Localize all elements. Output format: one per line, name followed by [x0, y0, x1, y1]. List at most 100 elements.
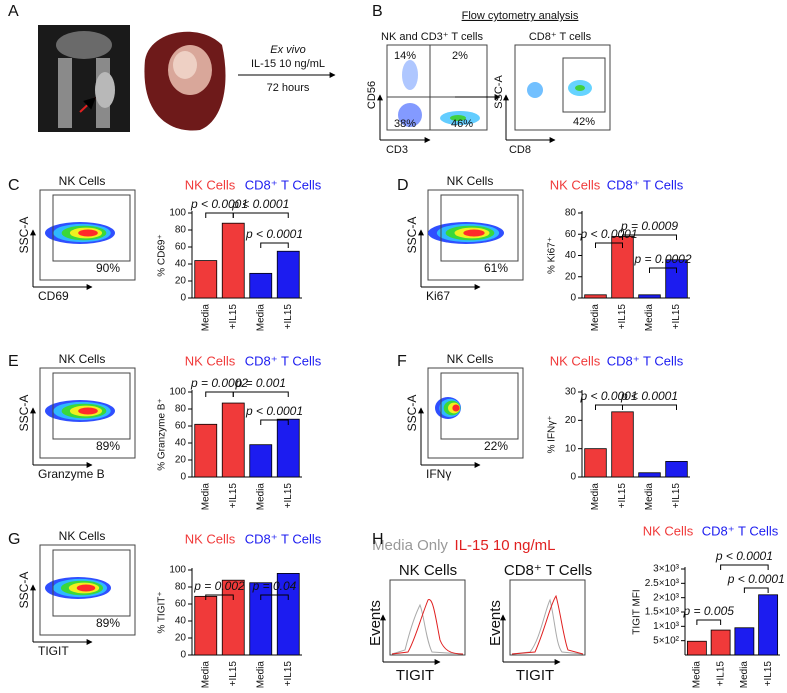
bracket: [720, 564, 769, 570]
y-tick-label: 1×10³: [653, 621, 680, 632]
x-tick-label: +IL15: [763, 661, 774, 687]
axis-label: TIGIT: [516, 667, 554, 684]
plot-title: NK Cells: [399, 562, 457, 579]
bar: [276, 418, 300, 478]
y-axis-label: % IFNγ⁺: [547, 415, 558, 453]
bar: [638, 472, 661, 478]
bracket: [743, 587, 769, 593]
x-tick-label: Media: [692, 661, 703, 689]
annotation: p = 0.001: [235, 376, 286, 390]
y-tick-label: 100: [169, 208, 186, 219]
x-tick-label: Media: [644, 483, 655, 511]
x-tick-label: Media: [200, 483, 211, 511]
density: [452, 404, 460, 412]
plot-frame: [39, 544, 136, 636]
axis-label: Ki67: [426, 289, 450, 303]
bar: [665, 461, 688, 478]
x-tick-label: Media: [644, 304, 655, 332]
bracket: [622, 234, 677, 240]
y-tick-label: 80: [175, 225, 187, 236]
axis-label: TIGIT: [396, 667, 434, 684]
bar: [584, 448, 607, 478]
bar: [221, 579, 245, 656]
gate-percent: 46%: [451, 118, 473, 130]
bar: [221, 222, 245, 299]
annotation: p = 0.005: [683, 604, 735, 618]
gate: [440, 194, 519, 262]
y-tick-label: 0: [180, 472, 186, 483]
gate-percent: 38%: [394, 118, 416, 130]
y-tick-label: 40: [175, 616, 187, 627]
y-tick-label: 80: [565, 208, 577, 219]
x-tick-label: +IL15: [617, 304, 628, 330]
y-tick-label: 0: [180, 293, 186, 304]
gate-percent: 90%: [96, 261, 120, 275]
y-axis-label: % TIGIT⁺: [157, 591, 168, 633]
bar: [638, 294, 661, 299]
annotation: p = 0.0002: [190, 376, 248, 390]
plot-title: NK Cells: [59, 352, 106, 366]
annotation: p < 0.0001: [231, 197, 289, 211]
axis-label: SSC-A: [17, 395, 31, 432]
density: [78, 407, 98, 415]
y-tick-label: 40: [175, 438, 187, 449]
y-tick-label: 2×10³: [653, 592, 680, 603]
y-tick-label: 100: [169, 387, 186, 398]
y-tick-label: 20: [175, 633, 187, 644]
bracket: [260, 594, 289, 600]
treatment-text: 72 hours: [267, 82, 310, 94]
axis-label: Granzyme B: [38, 467, 105, 481]
axis-label: IFNγ: [426, 467, 451, 481]
y-tick-label: 3×10³: [653, 564, 680, 575]
x-tick-label: +IL15: [283, 483, 294, 509]
mri-image: [38, 25, 130, 132]
annotation: p < 0.0001: [190, 197, 248, 211]
axis-label: Events: [487, 600, 504, 646]
x-tick-label: Media: [255, 304, 266, 332]
gate: [440, 372, 519, 440]
panel-title: Flow cytometry analysis: [462, 10, 579, 22]
y-tick-label: 60: [565, 229, 577, 240]
bracket: [260, 242, 289, 248]
y-axis-label: TIGIT MFI: [632, 589, 643, 634]
bar: [734, 627, 755, 656]
gate: [52, 194, 131, 262]
legend-entry: CD8⁺ T Cells: [245, 353, 322, 368]
x-tick-label: +IL15: [671, 304, 682, 330]
axis-label: SSC-A: [405, 395, 419, 432]
x-tick-label: Media: [590, 483, 601, 511]
gate: [52, 549, 131, 617]
bar: [221, 402, 245, 478]
y-axis-label: % CD69⁺: [157, 234, 168, 277]
y-tick-label: 80: [175, 582, 187, 593]
bar: [611, 411, 634, 478]
bar: [710, 629, 731, 656]
flow-plot: [377, 44, 611, 143]
y-tick-label: 20: [175, 276, 187, 287]
tumor-photo: [138, 25, 228, 132]
x-tick-label: +IL15: [671, 483, 682, 509]
gate: [52, 372, 131, 440]
plot-title: CD8⁺ T Cells: [504, 562, 592, 579]
x-tick-label: +IL15: [228, 304, 239, 330]
y-tick-label: 60: [175, 599, 187, 610]
annotation: p = 0.04: [252, 579, 297, 593]
legend-entry: CD8⁺ T Cells: [607, 177, 684, 192]
y-tick-label: 0: [570, 472, 576, 483]
density: [78, 229, 98, 237]
legend-entry: Media Only: [372, 537, 448, 554]
legend-entry: NK Cells: [185, 177, 236, 192]
legend-entry: CD8⁺ T Cells: [607, 353, 684, 368]
axis-label: TIGIT: [38, 644, 69, 658]
annotation: p < 0.0001: [245, 227, 303, 241]
gate-percent: 89%: [96, 439, 120, 453]
legend-entry: IL-15 10 ng/mL: [455, 537, 556, 554]
annotation: p < 0.0001: [579, 389, 637, 403]
y-tick-label: 5×10²: [653, 635, 680, 646]
y-tick-label: 20: [565, 415, 577, 426]
legend-entry: CD8⁺ T Cells: [702, 523, 779, 538]
bar: [276, 573, 300, 656]
gate-percent: 22%: [484, 439, 508, 453]
legend-entry: CD8⁺ T Cells: [245, 177, 322, 192]
